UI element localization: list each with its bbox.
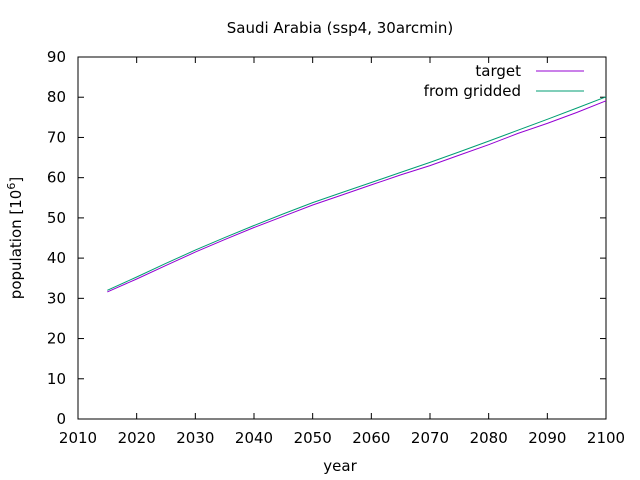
x-tick-label: 2060 — [352, 429, 390, 447]
y-tick-label: 30 — [47, 289, 66, 307]
legend: target from gridded — [424, 62, 584, 100]
plot-area-border — [77, 56, 607, 420]
y-tick-label: 60 — [47, 169, 66, 187]
y-tick-label: 70 — [47, 128, 66, 146]
x-tick-label: 2090 — [528, 429, 566, 447]
y-axis-label-sup: 6 — [5, 183, 18, 190]
x-tick-label: 2100 — [587, 429, 625, 447]
y-tick-label: 80 — [47, 88, 66, 106]
x-tick-label: 2070 — [411, 429, 449, 447]
axis-ticks — [77, 56, 607, 420]
series-line-target — [107, 100, 607, 293]
chart-title: Saudi Arabia (ssp4, 30arcmin) — [227, 19, 454, 37]
y-tick-label: 10 — [47, 370, 66, 388]
axis-tick-labels: 2010 2020 2030 2040 2050 2060 2070 2080 2090 2100… — [47, 48, 625, 447]
x-tick-label: 2030 — [176, 429, 214, 447]
y-tick-label: 50 — [47, 209, 66, 227]
x-tick-label: 2020 — [118, 429, 156, 447]
legend-label: target — [475, 62, 521, 80]
y-axis-label-main: population [10 — [7, 190, 25, 300]
series-line-from-gridded — [107, 96, 607, 291]
series-lines — [107, 96, 607, 293]
x-tick-label: 2040 — [235, 429, 273, 447]
x-tick-label: 2080 — [470, 429, 508, 447]
y-tick-label: 90 — [47, 48, 66, 66]
y-tick-label: 20 — [47, 330, 66, 348]
y-tick-label: 40 — [47, 249, 66, 267]
x-tick-label: 2050 — [294, 429, 332, 447]
y-tick-label: 0 — [56, 410, 66, 428]
y-axis-label: population [106] — [5, 177, 25, 299]
legend-label: from gridded — [424, 82, 521, 100]
y-axis-label-end: ] — [7, 177, 25, 183]
x-axis-label: year — [323, 457, 357, 475]
x-tick-label: 2010 — [59, 429, 97, 447]
